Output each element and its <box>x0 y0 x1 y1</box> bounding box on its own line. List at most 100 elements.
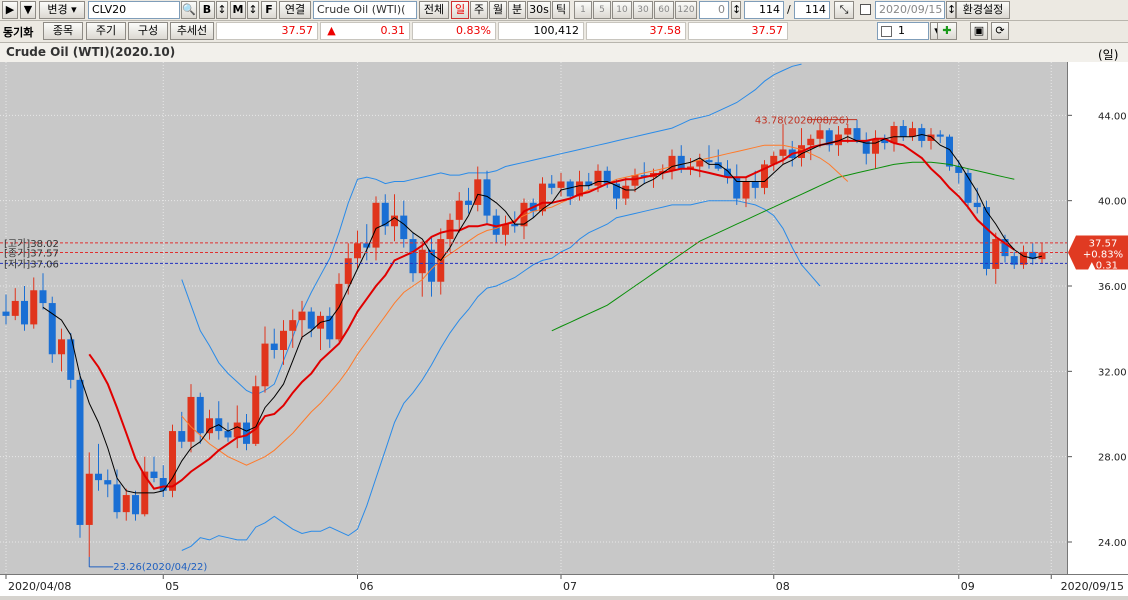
candle-body <box>603 170 611 184</box>
tick-120-button[interactable]: 120 <box>675 1 697 19</box>
last-price-tag <box>1068 235 1128 270</box>
period-30s-button[interactable]: 30s <box>527 1 551 19</box>
refresh-icon[interactable]: ⟳ <box>991 22 1009 40</box>
candle-body <box>779 149 787 156</box>
candle-body <box>11 300 19 316</box>
candle-body <box>178 431 186 442</box>
candle-body <box>372 202 380 248</box>
ask-value: 37.57 <box>751 24 784 37</box>
page-select[interactable]: 1 <box>877 22 929 40</box>
title-field[interactable]: Crude Oil (WTI)( <box>313 1 417 19</box>
candle-body <box>881 138 889 144</box>
candle-body <box>428 249 435 282</box>
tick-10-label: 10 <box>616 5 628 15</box>
symbol-input[interactable]: CLV20 <box>88 1 180 19</box>
candle-body <box>95 473 102 481</box>
candle-body <box>233 422 241 438</box>
candle-body <box>539 183 546 212</box>
date-input[interactable]: 2020/09/15 <box>875 1 945 19</box>
link-button[interactable]: 연결 <box>279 1 311 19</box>
chart-title: Crude Oil (WTI)(2020.10) <box>6 45 176 59</box>
bold-b-icon[interactable]: B <box>199 1 215 19</box>
candle-body <box>76 379 84 525</box>
unit-label: (일) <box>1098 48 1119 62</box>
tick-1-button[interactable]: 1 <box>574 1 592 19</box>
candle-body <box>85 473 93 525</box>
mode-select[interactable]: 변경 ▾ <box>39 1 85 19</box>
x-tick-label: 08 <box>776 580 790 593</box>
candle-body <box>927 134 935 141</box>
future-f-icon[interactable]: F <box>261 1 277 19</box>
period-tick-button[interactable]: 틱 <box>552 1 570 19</box>
candle-body <box>548 183 556 188</box>
price-chart[interactable]: [고가]38.02 [종가]37.57 [저가]37.06 43.78(2020/08… <box>0 62 1067 574</box>
tick-30-button[interactable]: 30 <box>633 1 653 19</box>
tab-period[interactable]: 주기 <box>86 22 126 40</box>
low-ref-label: [저가]37.06 <box>4 258 59 270</box>
candle-body <box>243 422 250 444</box>
panel-toggle-icon[interactable]: ▶ <box>2 1 18 19</box>
spin-icon-2[interactable]: ↕ <box>247 1 259 19</box>
period-minute-button[interactable]: 분 <box>508 1 526 19</box>
tick-5-button[interactable]: 5 <box>593 1 611 19</box>
candle-body <box>1038 252 1046 260</box>
search-icon[interactable]: 🔍 <box>181 1 197 19</box>
low-note: 23.26(2020/04/22) <box>113 562 207 573</box>
spin-icon[interactable]: ↕ <box>216 1 228 19</box>
candle-body <box>844 128 852 135</box>
x-axis-canvas: 2020/04/08 05 06 07 08 09 2020/09/15 <box>5 575 1124 593</box>
candle-body <box>418 249 426 274</box>
candle-body <box>973 202 981 208</box>
y-axis[interactable]: 44.00 40.00 36.00 32.00 28.00 24.00 37.57 +0.83… <box>1067 62 1128 574</box>
tab-period-label: 주기 <box>95 24 117 37</box>
date-checkbox[interactable] <box>860 4 871 15</box>
tab-item[interactable]: 종목 <box>43 22 83 40</box>
candle-body <box>381 202 389 227</box>
x-axis[interactable]: 2020/04/08 05 06 07 08 09 2020/09/15 <box>0 574 1128 596</box>
tab-config[interactable]: 구성 <box>128 22 168 40</box>
marker-m-icon[interactable]: M <box>230 1 246 19</box>
price-cell: 37.57 <box>216 22 318 40</box>
tab-trend-label: 추세선 <box>176 24 208 37</box>
candle-body <box>899 126 907 137</box>
candle-body <box>955 166 963 173</box>
tab-trend[interactable]: 추세선 <box>170 22 214 40</box>
change-pct-cell: 0.83% <box>412 22 496 40</box>
count-b-input[interactable]: 114 <box>794 1 830 19</box>
last-price-tag-line: ▲0.31 <box>1088 261 1118 272</box>
all-button[interactable]: 전체 <box>419 1 449 19</box>
last-price-tag-line: +0.83% <box>1083 250 1123 261</box>
candle-body <box>816 130 824 139</box>
tick-120-label: 120 <box>677 5 695 15</box>
bid-cell: 37.58 <box>586 22 686 40</box>
link-label: 연결 <box>284 3 306 16</box>
candle-body <box>261 343 269 387</box>
y-tick-label: 40.00 <box>1098 197 1127 208</box>
tick-spin-icon[interactable]: ↕ <box>731 1 741 19</box>
candle-body <box>751 181 759 188</box>
count-a-input[interactable]: 114 <box>744 1 784 19</box>
price-value: 37.57 <box>281 24 314 37</box>
scale-icon[interactable]: ⤡ <box>834 1 854 19</box>
date-spin-icon[interactable]: ↕ <box>946 1 956 19</box>
period-week-button[interactable]: 주 <box>470 1 488 19</box>
candle-body <box>566 181 574 197</box>
period-day-button[interactable]: 일 <box>451 1 469 19</box>
candle-body <box>465 200 472 205</box>
tick-count-input[interactable]: 0 <box>699 1 729 19</box>
change-value: 0.31 <box>380 24 406 37</box>
dropdown-icon[interactable]: ▼ <box>20 1 36 19</box>
add-icon[interactable]: ✚ <box>937 22 957 40</box>
candle-body <box>122 495 130 513</box>
tick-10-button[interactable]: 10 <box>612 1 632 19</box>
candle-body <box>724 168 731 178</box>
settings-button[interactable]: 환경설정 <box>956 1 1010 19</box>
save-icon[interactable]: ▣ <box>970 22 988 40</box>
x-tick-label: 2020/09/15 <box>1061 580 1124 593</box>
period-month-button[interactable]: 월 <box>489 1 507 19</box>
tick-1-label: 1 <box>580 5 586 15</box>
candle-body <box>2 311 10 316</box>
candle-body <box>104 480 112 485</box>
tick-60-button[interactable]: 60 <box>654 1 674 19</box>
candle-body <box>159 478 167 491</box>
